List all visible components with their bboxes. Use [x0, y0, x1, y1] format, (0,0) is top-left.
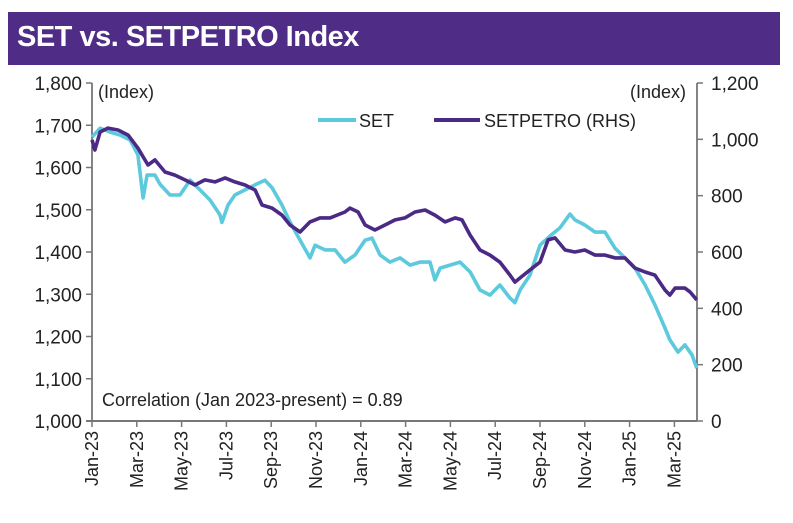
x-axis-tick-label: Mar-24	[396, 431, 416, 488]
x-axis-tick-label: May-24	[440, 431, 460, 491]
left-axis-tick-label: 1,800	[34, 74, 82, 95]
x-axis-tick-label: Nov-24	[575, 431, 595, 489]
x-axis-tick-label: Mar-23	[127, 431, 147, 488]
left-axis-label: (Index)	[98, 82, 154, 102]
series-line-set	[90, 126, 699, 369]
left-axis-tick-label: 1,000	[34, 412, 82, 433]
x-axis-tick-label: May-23	[172, 431, 192, 491]
left-axis-tick-label: 1,200	[34, 328, 82, 349]
left-axis-tick-label: 1,500	[34, 201, 82, 222]
right-axis-tick-label: 400	[711, 299, 743, 320]
correlation-annotation: Correlation (Jan 2023-present) = 0.89	[102, 390, 403, 410]
x-axis-tick-label: Jul-23	[216, 431, 236, 480]
left-axis-tick-label: 1,100	[34, 370, 82, 391]
right-axis-tick-label: 600	[711, 243, 743, 264]
right-axis-label: (Index)	[630, 82, 686, 102]
x-axis-tick-label: Sep-23	[261, 431, 281, 489]
right-axis-tick-label: 1,000	[711, 130, 759, 151]
left-axis-tick-label: 1,700	[34, 116, 82, 137]
x-axis-tick-label: Nov-23	[306, 431, 326, 489]
x-axis-tick-label: Jan-24	[351, 431, 371, 486]
x-axis-tick-label: Jan-25	[620, 431, 640, 486]
legend-label-set: SET	[359, 111, 394, 131]
right-axis-tick-label: 200	[711, 356, 743, 377]
x-axis-tick-label: Jul-24	[485, 431, 505, 480]
left-axis-tick-label: 1,600	[34, 159, 82, 180]
right-axis-tick-label: 800	[711, 187, 743, 208]
x-axis-tick-label: Sep-24	[530, 431, 550, 489]
legend-label-setpetro: SETPETRO (RHS)	[484, 111, 636, 131]
x-axis-tick-label: Mar-25	[664, 431, 684, 488]
series-line-setpetro	[90, 126, 699, 302]
left-axis-tick-label: 1,300	[34, 285, 82, 306]
right-axis-tick-label: 1,200	[711, 74, 759, 95]
x-axis-tick-label: Jan-23	[82, 431, 102, 486]
left-axis-tick-label: 1,400	[34, 243, 82, 264]
title-bar: SET vs. SETPETRO Index	[8, 12, 780, 65]
chart-title: SET vs. SETPETRO Index	[17, 21, 359, 53]
right-axis-tick-label: 0	[711, 412, 722, 433]
